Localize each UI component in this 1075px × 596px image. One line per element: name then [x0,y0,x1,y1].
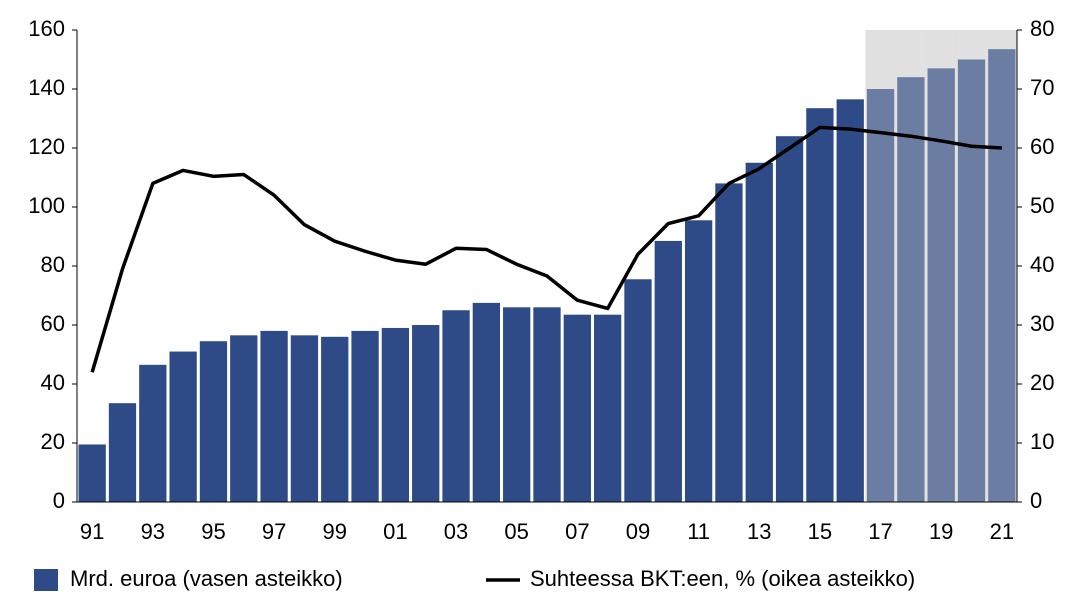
x-tick-label: 99 [322,519,346,544]
bar [836,99,864,502]
y-tick-label: 120 [28,134,65,159]
bar [199,341,228,502]
bar [806,108,834,503]
x-tick-label: 05 [504,519,528,544]
x-tick-label: 11 [687,519,710,544]
y2-tick-label: 0 [1030,488,1042,513]
x-tick-label: 09 [626,519,650,544]
y2-tick-label: 80 [1030,16,1054,41]
x-tick-label: 97 [262,519,286,544]
bar [563,314,591,502]
bar [927,68,955,502]
legend-label: Mrd. euroa (vasen asteikko) [70,566,343,591]
bar [715,183,743,502]
bar [533,307,561,502]
bar [412,325,440,502]
y-tick-label: 100 [28,193,65,218]
y-tick-label: 40 [41,370,65,395]
y2-tick-label: 20 [1030,370,1054,395]
bar [260,330,288,502]
x-tick-label: 03 [444,519,468,544]
x-tick-label: 93 [141,519,165,544]
bar [745,162,773,502]
x-tick-label: 19 [929,519,953,544]
x-tick-label: 15 [808,519,832,544]
y2-tick-label: 50 [1030,193,1054,218]
bar [775,136,804,502]
bar [957,59,986,502]
y2-tick-label: 70 [1030,75,1054,100]
bar [381,327,410,502]
y2-tick-label: 40 [1030,252,1054,277]
bar [624,279,652,502]
y-tick-label: 0 [53,488,65,513]
x-tick-label: 13 [747,519,771,544]
bar [108,403,137,502]
bar [169,351,197,502]
y2-tick-label: 10 [1030,429,1054,454]
x-tick-label: 01 [383,519,407,544]
bar [897,77,925,502]
bar [351,330,379,502]
x-tick-label: 91 [80,519,104,544]
y2-tick-label: 30 [1030,311,1054,336]
y-tick-label: 160 [28,16,65,41]
legend-label: Suhteessa BKT:een, % (oikea asteikko) [530,566,915,591]
bar [503,307,531,502]
x-tick-label: 17 [868,519,892,544]
bar [654,240,682,503]
x-tick-label: 07 [565,519,589,544]
y-tick-label: 60 [41,311,65,336]
bar [472,302,500,502]
y2-tick-label: 60 [1030,134,1054,159]
bar [230,335,258,502]
x-tick-label: 95 [201,519,225,544]
y-tick-label: 140 [28,75,65,100]
bar [594,314,622,502]
bar [290,335,319,502]
bar [988,49,1016,503]
bar [684,220,713,502]
bar [866,89,895,502]
line [90,125,1002,373]
bar [139,364,167,502]
bar [321,336,349,502]
y-tick-label: 20 [41,429,65,454]
y-tick-label: 80 [41,252,65,277]
x-tick-label: 21 [990,519,1014,544]
bar [78,444,106,502]
bar [442,310,470,502]
legend-swatch [34,569,58,591]
